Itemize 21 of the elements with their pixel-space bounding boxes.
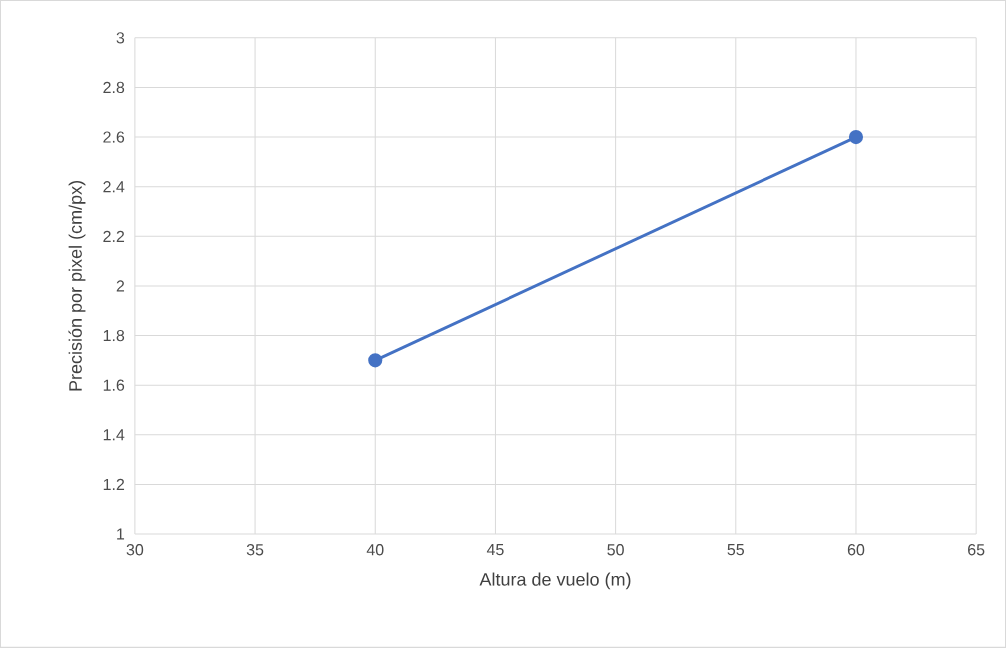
y-tick-label: 1.4	[103, 429, 125, 441]
y-tick-label: 1	[117, 528, 125, 540]
x-tick-label: 60	[847, 544, 865, 556]
y-tick-label: 2.8	[103, 81, 125, 94]
x-tick-label: 35	[246, 544, 264, 556]
x-axis-title: Altura de vuelo (m)	[479, 572, 631, 590]
x-tick-label: 55	[727, 544, 745, 556]
y-tick-label: 1.8	[103, 329, 125, 342]
y-tick-label: 2.4	[103, 181, 125, 193]
x-tick-label: 65	[968, 544, 985, 556]
x-tick-label: 50	[607, 544, 624, 556]
y-axis-title: Precisión por pixel (cm/px)	[68, 181, 86, 391]
y-tick-label: 2.2	[103, 230, 125, 242]
x-tick-label: 30	[126, 544, 144, 556]
y-tick-label: 3	[116, 32, 125, 44]
y-tick-label: 1.2	[103, 478, 125, 491]
y-tick-label: 2	[116, 280, 125, 292]
x-tick-label: 40	[366, 544, 384, 556]
y-tick-label: 1.6	[103, 379, 125, 391]
y-tick-label: 2.6	[103, 131, 125, 143]
x-tick-label: 45	[486, 544, 504, 556]
